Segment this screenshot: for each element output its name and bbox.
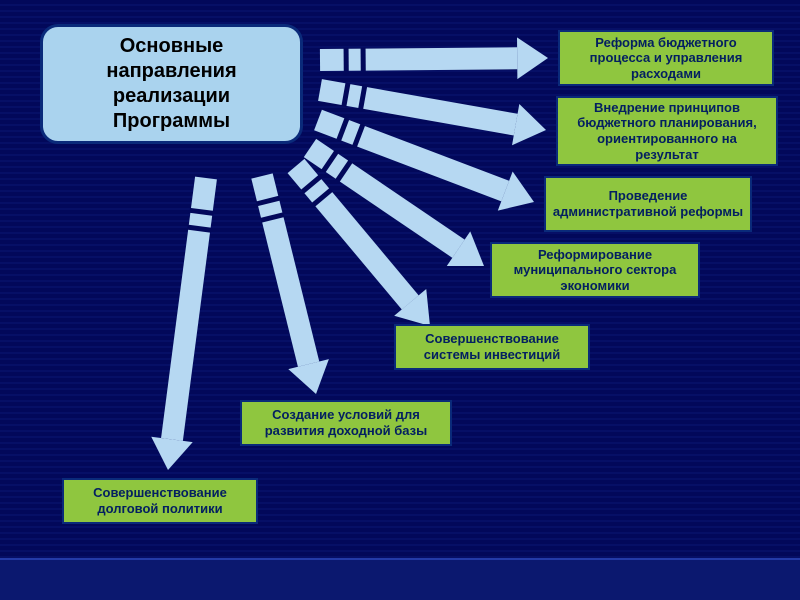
node-box: Проведение административной реформы <box>544 176 752 232</box>
node-label: Создание условий для развития доходной б… <box>248 407 444 438</box>
node-box: Реформа бюджетного процесса и управления… <box>558 30 774 86</box>
node-label: Внедрение принципов бюджетного планирова… <box>564 100 770 162</box>
node-box: Совершенствование долговой политики <box>62 478 258 524</box>
node-label: Реформирование муниципального сектора эк… <box>498 247 692 294</box>
node-label: Реформа бюджетного процесса и управления… <box>566 35 766 82</box>
node-box: Реформирование муниципального сектора эк… <box>490 242 700 298</box>
node-box: Создание условий для развития доходной б… <box>240 400 452 446</box>
title-text: Основные направления реализации Программ… <box>53 34 290 134</box>
node-label: Совершенствование долговой политики <box>70 485 250 516</box>
diagram-canvas: Основные направления реализации Программ… <box>0 0 800 600</box>
node-box: Внедрение принципов бюджетного планирова… <box>556 96 778 166</box>
node-box: Совершенствование системы инвестиций <box>394 324 590 370</box>
node-label: Проведение административной реформы <box>552 188 744 219</box>
node-label: Совершенствование системы инвестиций <box>402 331 582 362</box>
bottom-band <box>0 558 800 600</box>
title-box: Основные направления реализации Программ… <box>40 24 303 144</box>
